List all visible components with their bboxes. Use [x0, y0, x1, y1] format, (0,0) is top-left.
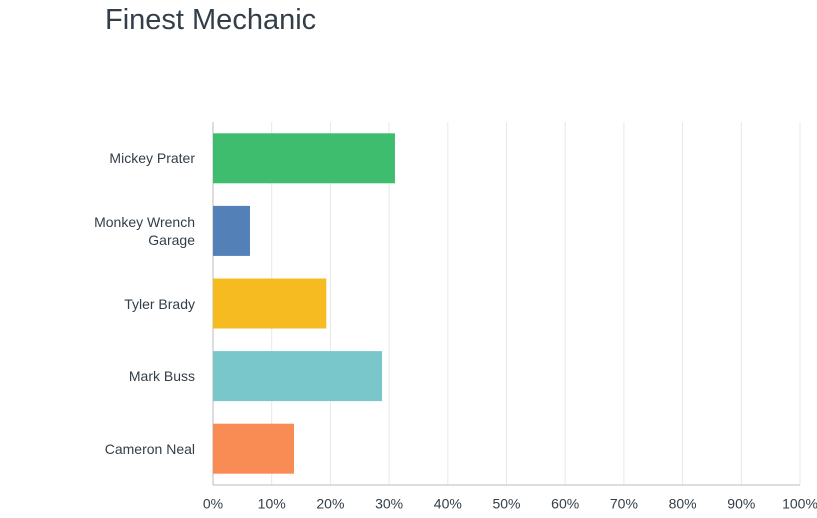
bar	[213, 278, 327, 329]
bar	[213, 351, 383, 402]
bar	[213, 423, 295, 474]
x-tick-label: 10%	[258, 496, 286, 512]
x-tick-label: 30%	[375, 496, 403, 512]
bar	[213, 205, 250, 256]
x-tick-label: 100%	[782, 496, 817, 512]
x-tick-label: 60%	[551, 496, 579, 512]
x-tick-label: 80%	[669, 496, 697, 512]
y-tick-label: Monkey Wrench Garage	[94, 213, 195, 248]
chart-title: Finest Mechanic	[105, 4, 317, 36]
x-tick-label: 70%	[610, 496, 638, 512]
x-tick-label: 0%	[203, 496, 223, 512]
bar	[213, 133, 395, 184]
x-tick-label: 40%	[434, 496, 462, 512]
y-tick-label: Tyler Brady	[124, 295, 195, 312]
x-tick-label: 90%	[727, 496, 755, 512]
y-tick-label: Mark Buss	[128, 368, 195, 385]
y-tick-label: Mickey Prater	[109, 150, 195, 167]
x-tick-label: 20%	[316, 496, 344, 512]
y-tick-label: Cameron Neal	[104, 440, 195, 457]
x-tick-label: 50%	[492, 496, 520, 512]
